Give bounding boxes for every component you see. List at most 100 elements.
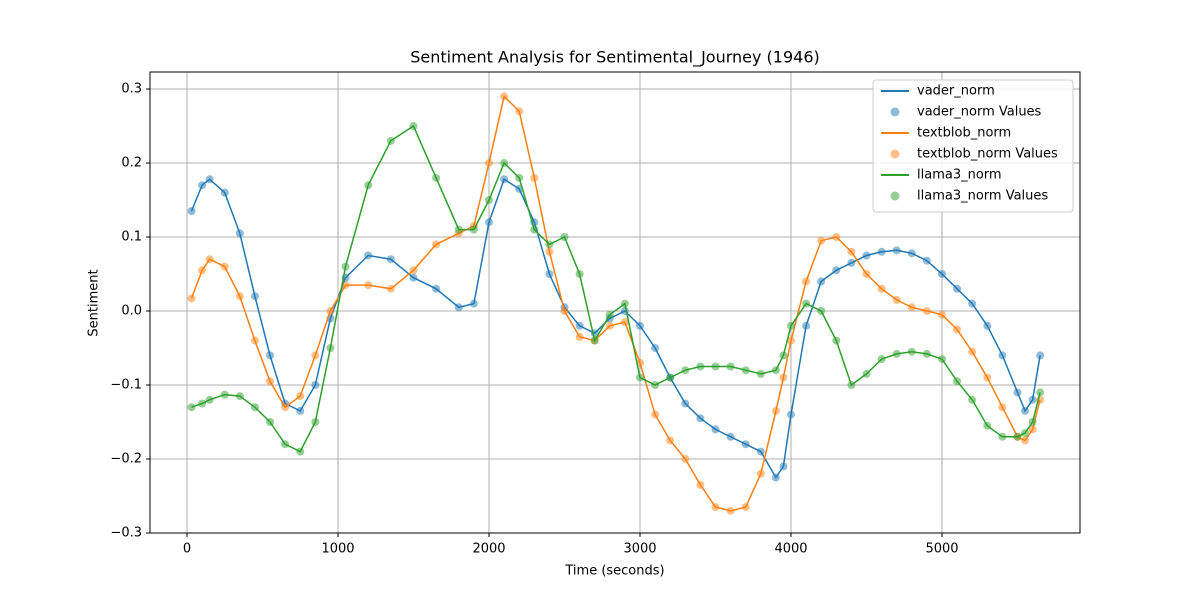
data-point bbox=[832, 336, 841, 345]
data-point bbox=[771, 473, 780, 482]
data-point bbox=[968, 347, 977, 356]
data-point bbox=[681, 366, 690, 375]
data-point bbox=[847, 381, 856, 390]
data-point bbox=[779, 373, 788, 382]
data-point bbox=[198, 266, 207, 275]
data-point bbox=[187, 403, 196, 412]
data-point bbox=[666, 373, 675, 382]
data-point bbox=[862, 251, 871, 260]
data-point bbox=[651, 410, 660, 419]
y-axis-label: Sentiment bbox=[87, 269, 102, 336]
data-point bbox=[786, 336, 795, 345]
data-point bbox=[696, 362, 705, 371]
x-tick-label: 3000 bbox=[623, 542, 656, 557]
data-point bbox=[779, 351, 788, 360]
data-point bbox=[311, 351, 320, 360]
data-point bbox=[205, 175, 214, 184]
legend-label: vader_norm Values bbox=[917, 105, 1042, 120]
data-point bbox=[635, 321, 644, 330]
data-point bbox=[500, 175, 509, 184]
data-point bbox=[545, 240, 554, 249]
data-point bbox=[187, 207, 196, 216]
x-tick-label: 2000 bbox=[472, 542, 505, 557]
data-point bbox=[296, 392, 305, 401]
data-point bbox=[341, 262, 350, 271]
data-point bbox=[832, 233, 841, 242]
data-point bbox=[250, 336, 259, 345]
data-point bbox=[832, 266, 841, 275]
data-point bbox=[696, 480, 705, 489]
data-point bbox=[198, 181, 207, 190]
data-point bbox=[326, 344, 335, 353]
data-point bbox=[907, 347, 916, 356]
data-point bbox=[802, 299, 811, 308]
data-point bbox=[968, 299, 977, 308]
data-point bbox=[681, 455, 690, 464]
y-tick-label: 0.1 bbox=[121, 230, 142, 245]
data-point bbox=[711, 362, 720, 371]
y-tick-label: 0.3 bbox=[121, 82, 142, 97]
data-point bbox=[817, 277, 826, 286]
data-point bbox=[1021, 429, 1030, 438]
data-point bbox=[530, 225, 539, 234]
data-point bbox=[575, 270, 584, 279]
legend-marker bbox=[890, 191, 900, 201]
data-point bbox=[409, 266, 418, 275]
data-point bbox=[220, 390, 229, 399]
data-point bbox=[1028, 425, 1037, 434]
y-tick-label: −0.3 bbox=[110, 526, 142, 541]
data-point bbox=[454, 303, 463, 312]
data-point bbox=[605, 310, 614, 319]
data-point bbox=[530, 173, 539, 182]
data-point bbox=[786, 321, 795, 330]
data-point bbox=[432, 284, 441, 293]
legend-label: textblob_norm Values bbox=[917, 147, 1058, 162]
data-point bbox=[998, 403, 1007, 412]
data-point bbox=[386, 255, 395, 264]
data-point bbox=[953, 325, 962, 334]
data-point bbox=[1021, 436, 1030, 445]
data-point bbox=[726, 506, 735, 515]
data-point bbox=[862, 369, 871, 378]
data-point bbox=[953, 284, 962, 293]
data-point bbox=[681, 399, 690, 408]
data-point bbox=[469, 225, 478, 234]
data-point bbox=[454, 225, 463, 234]
data-point bbox=[877, 284, 886, 293]
data-point bbox=[266, 418, 275, 427]
data-point bbox=[205, 395, 214, 404]
y-tick-label: −0.2 bbox=[110, 452, 142, 467]
data-point bbox=[877, 355, 886, 364]
data-point bbox=[575, 321, 584, 330]
data-point bbox=[560, 307, 569, 316]
data-point bbox=[635, 373, 644, 382]
data-point bbox=[364, 281, 373, 290]
data-point bbox=[1028, 395, 1037, 404]
data-point bbox=[817, 307, 826, 316]
data-point bbox=[862, 270, 871, 279]
data-point bbox=[620, 318, 629, 327]
x-tick-label: 1000 bbox=[321, 542, 354, 557]
data-point bbox=[651, 381, 660, 390]
data-point bbox=[968, 395, 977, 404]
series-line bbox=[190, 178, 1041, 479]
data-point bbox=[892, 349, 901, 358]
data-point bbox=[432, 240, 441, 249]
x-tick-label: 0 bbox=[183, 542, 191, 557]
data-point bbox=[726, 362, 735, 371]
data-point bbox=[296, 406, 305, 415]
data-point bbox=[311, 381, 320, 390]
data-point bbox=[771, 366, 780, 375]
legend-label: llama3_norm Values bbox=[917, 189, 1048, 204]
data-point bbox=[220, 262, 229, 271]
legend-marker bbox=[890, 149, 900, 159]
data-point bbox=[500, 92, 509, 101]
data-point bbox=[1036, 351, 1045, 360]
data-point bbox=[786, 410, 795, 419]
legend: vader_norm vader_norm Values textblob_norm… bbox=[872, 79, 1074, 213]
data-point bbox=[311, 418, 320, 427]
data-point bbox=[364, 251, 373, 260]
x-tick-label: 4000 bbox=[774, 542, 807, 557]
x-tick-label: 5000 bbox=[925, 542, 958, 557]
data-point bbox=[266, 351, 275, 360]
